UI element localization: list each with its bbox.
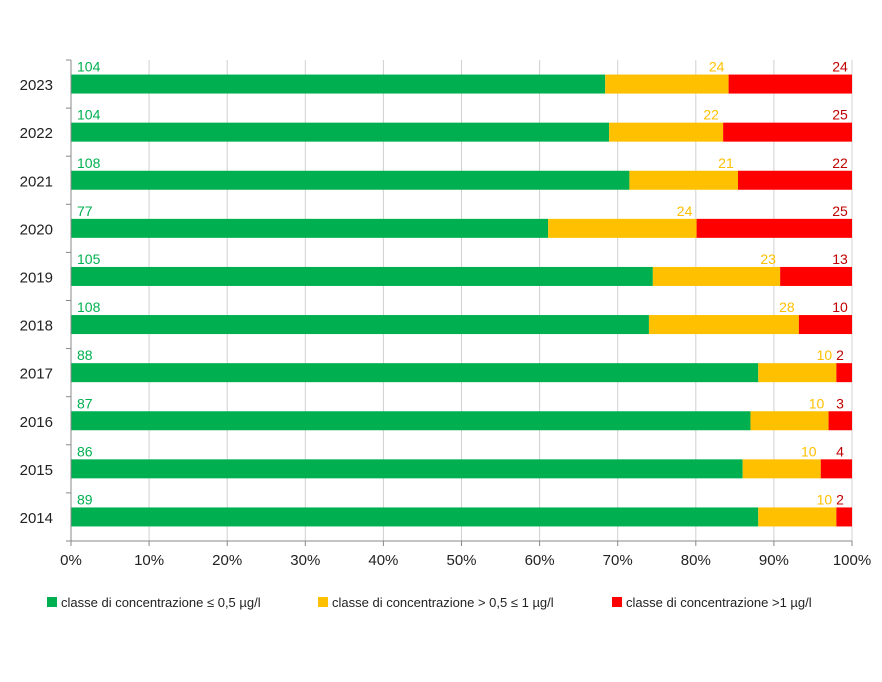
x-tick-label: 90% [759, 552, 789, 569]
data-label: 108 [77, 155, 101, 171]
bar-segment [648, 315, 799, 335]
bar-segment [71, 411, 751, 431]
data-label: 10 [832, 299, 848, 315]
legend-label: classe di concentrazione >1 µg/l [626, 595, 812, 610]
y-tick-label: 2019 [20, 269, 53, 286]
bar-segment [758, 507, 837, 527]
y-tick-label: 2015 [20, 462, 53, 479]
y-tick-label: 2017 [20, 366, 53, 383]
bar-segment [71, 170, 630, 190]
legend-swatch [612, 597, 622, 607]
data-label: 10 [801, 443, 817, 459]
data-label: 25 [832, 203, 848, 219]
y-tick-label: 2023 [20, 77, 53, 94]
data-label: 105 [77, 251, 101, 267]
bar-segment [71, 507, 759, 527]
data-label: 24 [709, 59, 725, 75]
x-tick-label: 40% [368, 552, 398, 569]
y-tick-label: 2022 [20, 125, 53, 142]
y-tick-label: 2016 [20, 414, 53, 431]
bar-segment [609, 122, 724, 142]
x-tick-label: 60% [525, 552, 555, 569]
legend-label: classe di concentrazione > 0,5 ≤ 1 µg/l [332, 595, 554, 610]
bar-segment [548, 218, 697, 238]
data-label: 22 [832, 155, 848, 171]
bar-segment [780, 266, 852, 286]
data-label: 2 [836, 347, 844, 363]
bar-segment [798, 315, 852, 335]
bar-segment [71, 74, 606, 94]
bar-segment [71, 363, 759, 383]
legend-swatch [47, 597, 57, 607]
data-label: 28 [779, 299, 795, 315]
axes: 0% 10% 20% 30% 40% 50% 60% 70% 80% 90% 100% 2023 202… [20, 59, 871, 569]
bar-segment [820, 459, 852, 479]
data-label: 77 [77, 203, 93, 219]
bar-segment [605, 74, 729, 94]
x-tick-label: 80% [681, 552, 711, 569]
bar-segment [629, 170, 738, 190]
x-tick-label: 70% [603, 552, 633, 569]
bar-segment [71, 459, 743, 479]
bars [71, 74, 852, 527]
bar-segment [71, 266, 653, 286]
bar-segment [728, 74, 852, 94]
data-label: 10 [817, 347, 833, 363]
bar-segment [652, 266, 781, 286]
data-label: 3 [836, 395, 844, 411]
x-tick-label: 30% [290, 552, 320, 569]
data-label: 104 [77, 59, 101, 75]
bar-segment [71, 315, 649, 335]
bar-segment [836, 363, 852, 383]
data-label: 22 [703, 107, 719, 123]
data-label: 108 [77, 299, 101, 315]
x-tick-label: 50% [446, 552, 476, 569]
data-label: 86 [77, 443, 93, 459]
data-label: 10 [809, 395, 825, 411]
x-tick-label: 100% [833, 552, 871, 569]
legend-label: classe di concentrazione ≤ 0,5 µg/l [61, 595, 261, 610]
x-tick-label: 0% [60, 552, 82, 569]
y-tick-label: 2014 [20, 510, 53, 527]
bar-segment [836, 507, 852, 527]
data-label: 89 [77, 491, 93, 507]
bar-segment [723, 122, 852, 142]
data-label: 87 [77, 395, 93, 411]
legend-swatch [318, 597, 328, 607]
bar-segment [828, 411, 852, 431]
data-label: 23 [760, 251, 776, 267]
data-label: 25 [832, 107, 848, 123]
bar-segment [742, 459, 821, 479]
data-label: 10 [817, 491, 833, 507]
bar-segment [71, 122, 610, 142]
y-tick-label: 2018 [20, 318, 53, 335]
data-label: 4 [836, 443, 844, 459]
y-tick-label: 2021 [20, 173, 53, 190]
data-label: 24 [832, 59, 848, 75]
data-label: 13 [832, 251, 848, 267]
bar-segment [758, 363, 837, 383]
data-label: 104 [77, 107, 101, 123]
bar-segment [71, 218, 549, 238]
data-label: 24 [677, 203, 693, 219]
data-label: 21 [718, 155, 734, 171]
data-label: 88 [77, 347, 93, 363]
y-tick-label: 2020 [20, 221, 53, 238]
data-label: 2 [836, 491, 844, 507]
bar-segment [696, 218, 852, 238]
bar-segment [750, 411, 829, 431]
legend: classe di concentrazione ≤ 0,5 µg/l class… [47, 595, 812, 610]
x-tick-label: 20% [212, 552, 242, 569]
bar-segment [737, 170, 852, 190]
x-tick-label: 10% [134, 552, 164, 569]
